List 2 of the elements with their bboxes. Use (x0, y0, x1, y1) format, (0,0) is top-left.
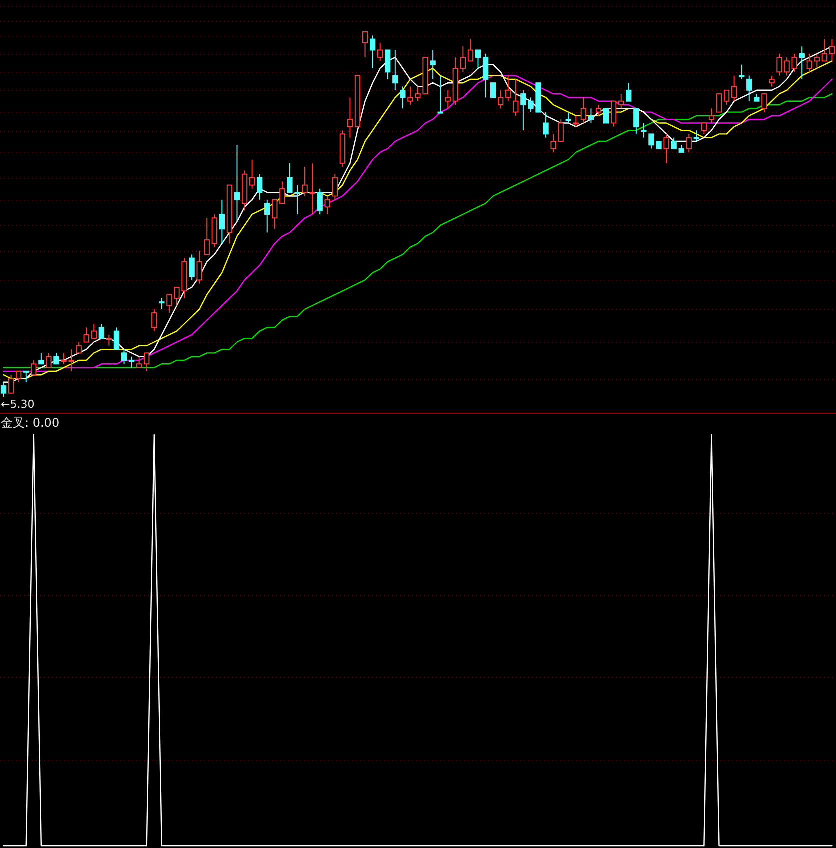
chart-title: 金叉: 0.00 (1, 416, 60, 430)
text: ←5.30 (1, 398, 35, 411)
